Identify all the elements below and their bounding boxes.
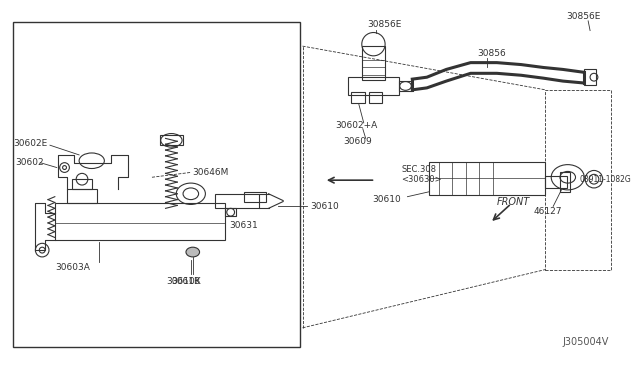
Text: 30602+A: 30602+A	[335, 121, 378, 130]
Bar	[215, 194, 259, 208]
Text: <30630>: <30630>	[402, 175, 442, 184]
Text: 46127: 46127	[534, 207, 562, 216]
Bar	[362, 46, 385, 80]
Text: 30610: 30610	[310, 202, 339, 211]
Bar	[72, 179, 92, 189]
Text: FRONT: FRONT	[497, 196, 530, 206]
Bar	[584, 70, 596, 85]
Bar	[369, 92, 382, 103]
Ellipse shape	[186, 247, 200, 257]
Text: 30602E: 30602E	[13, 139, 47, 148]
Bar	[225, 208, 236, 216]
Bar	[429, 162, 545, 195]
Bar	[67, 189, 97, 203]
Bar	[560, 172, 570, 192]
Text: 30631: 30631	[230, 221, 259, 230]
Text: 30609: 30609	[343, 137, 372, 146]
Bar	[399, 81, 412, 91]
Bar	[160, 135, 183, 145]
Text: 30856E: 30856E	[567, 13, 601, 22]
Bar	[545, 176, 567, 188]
Text: 3061B: 3061B	[172, 277, 200, 286]
Text: 30610: 30610	[372, 195, 401, 204]
Text: 30646M: 30646M	[193, 168, 229, 177]
Text: J305004V: J305004V	[563, 337, 609, 347]
Bar	[351, 92, 365, 103]
Text: 30856E: 30856E	[367, 20, 402, 29]
Text: 30856: 30856	[477, 49, 506, 58]
Text: 30603A: 30603A	[55, 263, 90, 272]
Bar	[55, 203, 225, 240]
Bar	[348, 77, 399, 95]
Text: SEC.308: SEC.308	[402, 165, 436, 174]
Bar	[545, 90, 611, 270]
Text: 30610K: 30610K	[166, 277, 201, 286]
Bar	[244, 192, 266, 202]
Bar	[13, 22, 300, 347]
Text: 30602: 30602	[15, 158, 44, 167]
Text: 08911-1082G: 08911-1082G	[579, 175, 631, 184]
